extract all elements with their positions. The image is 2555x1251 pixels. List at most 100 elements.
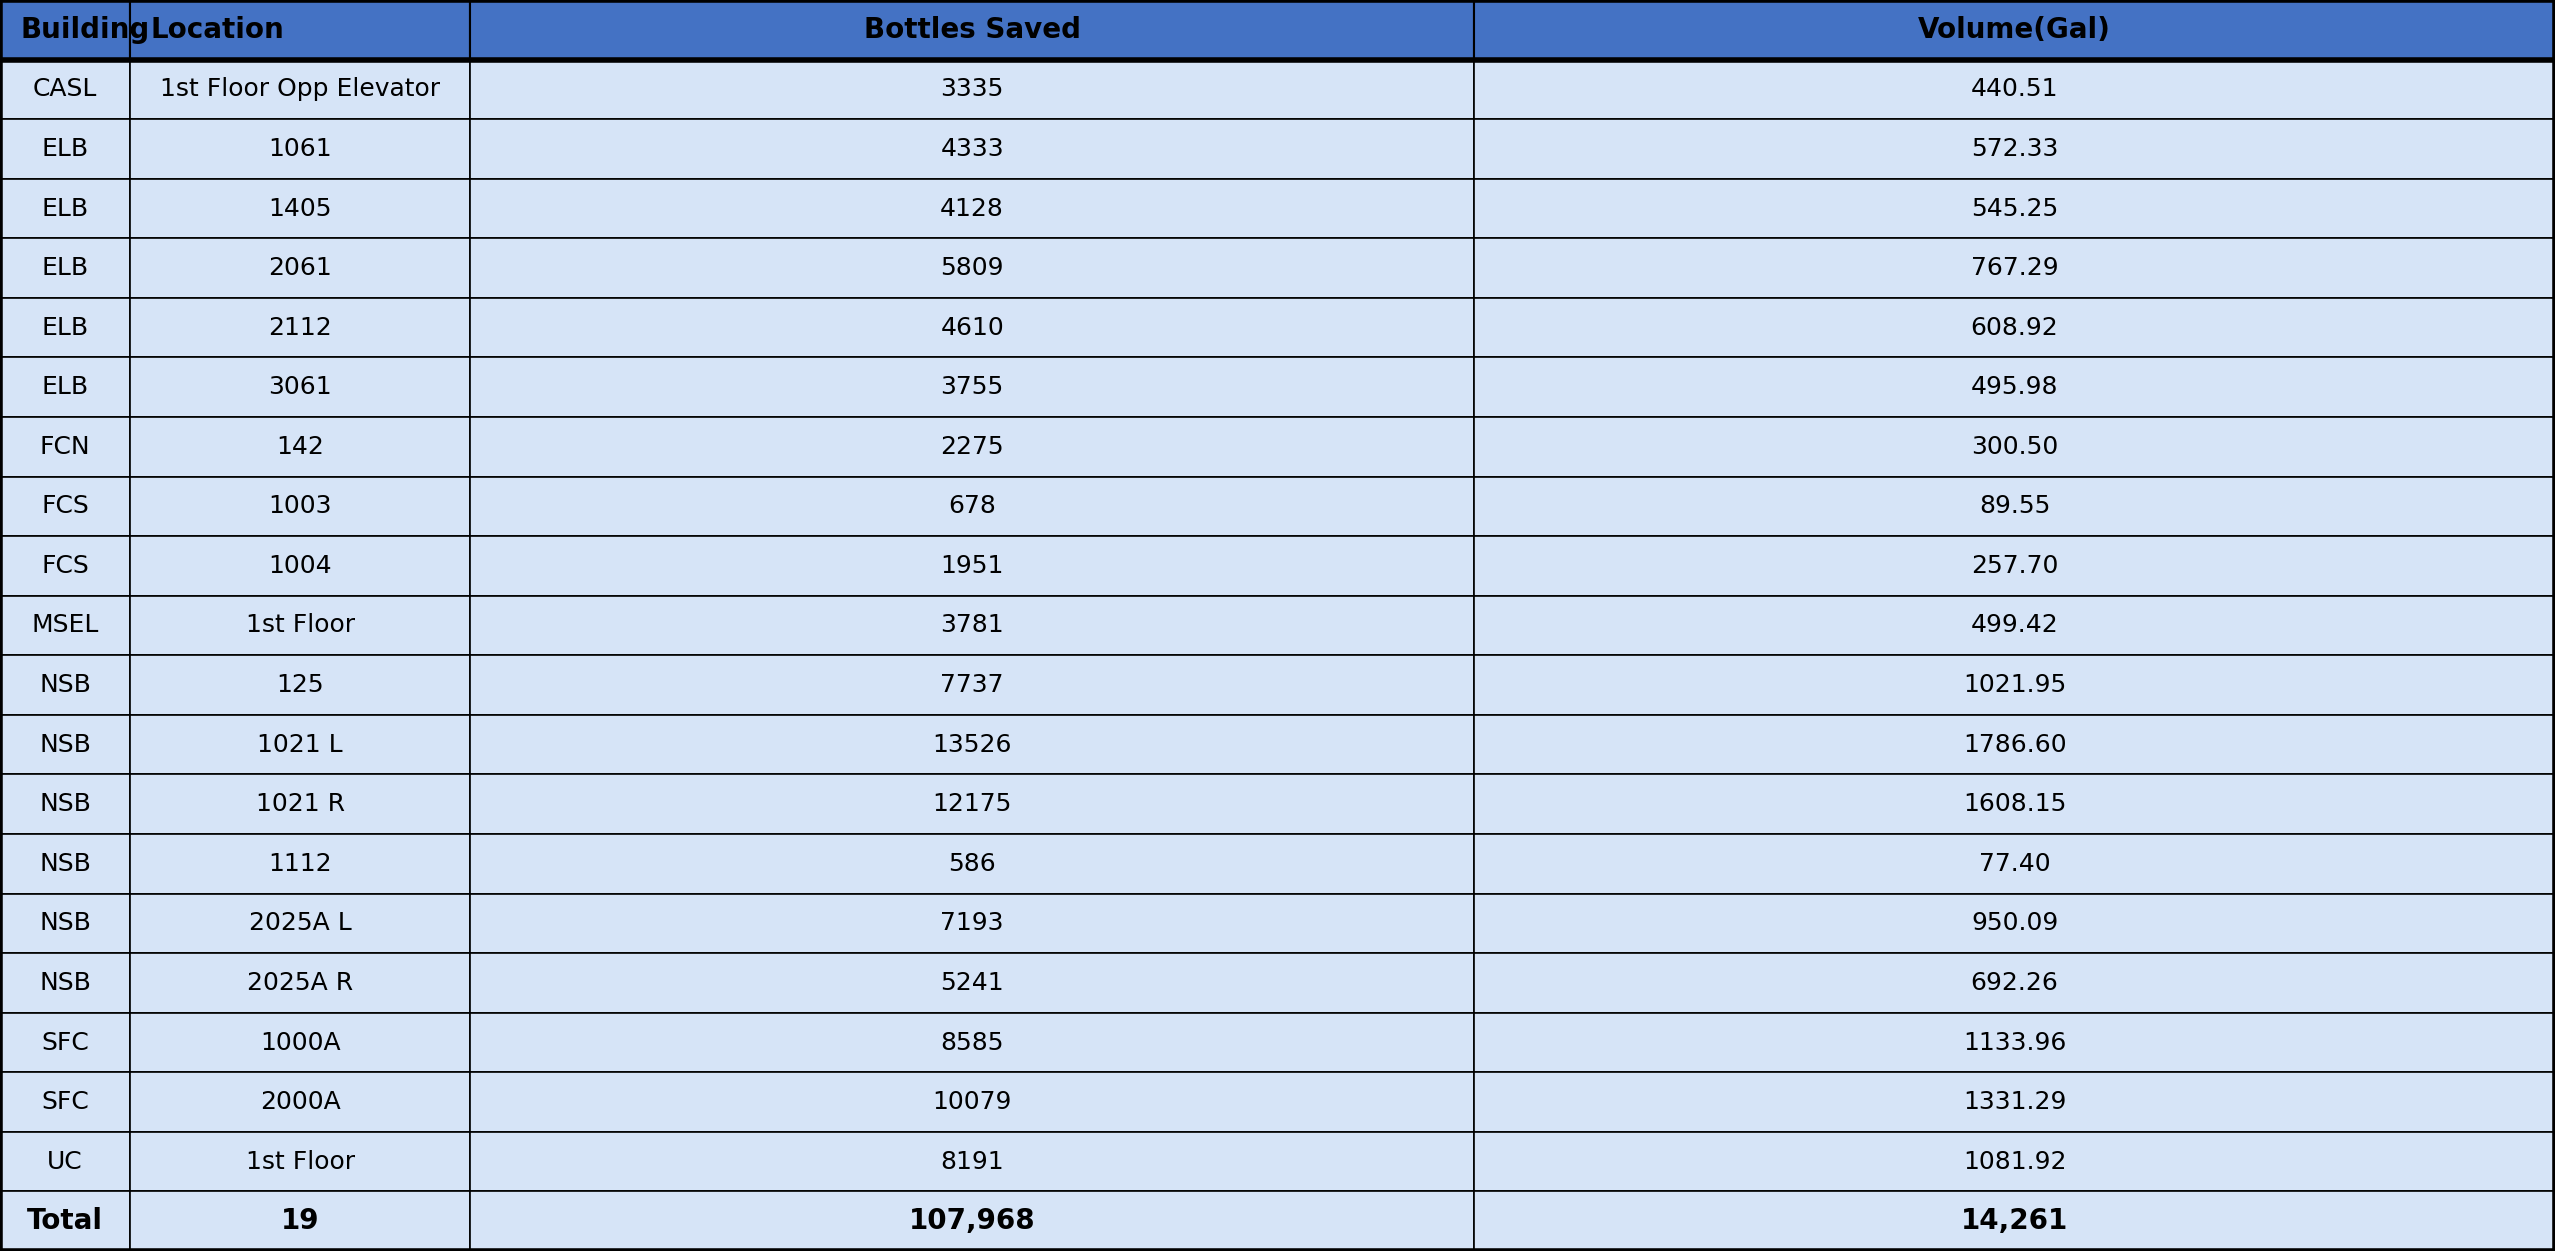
Bar xyxy=(470,298,1474,358)
Bar xyxy=(1474,834,2555,893)
Bar xyxy=(470,1191,1474,1251)
Text: 2112: 2112 xyxy=(268,315,332,339)
Bar xyxy=(1474,1132,2555,1191)
Text: 14,261: 14,261 xyxy=(1962,1207,2067,1235)
Bar xyxy=(1474,60,2555,119)
Bar xyxy=(0,358,130,417)
Text: 5241: 5241 xyxy=(940,971,1004,995)
Text: 692.26: 692.26 xyxy=(1970,971,2059,995)
Bar xyxy=(0,0,130,60)
Text: 767.29: 767.29 xyxy=(1970,256,2059,280)
Text: 107,968: 107,968 xyxy=(910,1207,1035,1235)
Text: 440.51: 440.51 xyxy=(1970,78,2059,101)
Bar xyxy=(0,834,130,893)
Text: 13526: 13526 xyxy=(933,733,1012,757)
Text: 1003: 1003 xyxy=(268,494,332,518)
Bar xyxy=(470,60,1474,119)
Text: ELB: ELB xyxy=(41,256,89,280)
Text: 1951: 1951 xyxy=(940,554,1004,578)
Bar xyxy=(130,1191,470,1251)
Bar xyxy=(0,1072,130,1132)
Bar xyxy=(130,714,470,774)
Text: 3061: 3061 xyxy=(268,375,332,399)
Text: 5809: 5809 xyxy=(940,256,1004,280)
Bar xyxy=(1474,774,2555,834)
Bar xyxy=(470,774,1474,834)
Bar xyxy=(470,1072,1474,1132)
Bar xyxy=(130,656,470,714)
Text: 3755: 3755 xyxy=(940,375,1004,399)
Bar xyxy=(0,477,130,537)
Text: Total: Total xyxy=(28,1207,102,1235)
Bar xyxy=(1474,119,2555,179)
Text: UC: UC xyxy=(49,1150,82,1173)
Bar xyxy=(470,119,1474,179)
Bar xyxy=(130,0,470,60)
Text: 3335: 3335 xyxy=(940,78,1004,101)
Bar xyxy=(470,179,1474,238)
Text: 142: 142 xyxy=(276,435,324,459)
Text: 1061: 1061 xyxy=(268,136,332,161)
Bar xyxy=(0,595,130,656)
Bar xyxy=(130,595,470,656)
Bar xyxy=(130,537,470,595)
Text: ELB: ELB xyxy=(41,196,89,220)
Bar xyxy=(0,60,130,119)
Bar xyxy=(0,656,130,714)
Text: 19: 19 xyxy=(281,1207,319,1235)
Text: 1786.60: 1786.60 xyxy=(1962,733,2067,757)
Bar xyxy=(1474,953,2555,1013)
Text: 4333: 4333 xyxy=(940,136,1004,161)
Bar xyxy=(130,893,470,953)
Bar xyxy=(130,119,470,179)
Bar xyxy=(470,0,1474,60)
Text: 1st Floor: 1st Floor xyxy=(245,1150,355,1173)
Text: 1021.95: 1021.95 xyxy=(1962,673,2067,697)
Text: 1331.29: 1331.29 xyxy=(1962,1090,2067,1115)
Bar xyxy=(470,1013,1474,1072)
Bar xyxy=(130,1013,470,1072)
Bar xyxy=(470,595,1474,656)
Text: 1021 R: 1021 R xyxy=(256,792,345,816)
Bar xyxy=(1474,0,2555,60)
Bar xyxy=(1474,358,2555,417)
Text: 125: 125 xyxy=(276,673,324,697)
Bar xyxy=(130,1072,470,1132)
Text: 300.50: 300.50 xyxy=(1970,435,2059,459)
Text: 1000A: 1000A xyxy=(261,1031,340,1055)
Bar xyxy=(470,893,1474,953)
Text: NSB: NSB xyxy=(38,673,92,697)
Bar xyxy=(130,417,470,477)
Bar xyxy=(1474,1191,2555,1251)
Bar xyxy=(1474,714,2555,774)
Text: 77.40: 77.40 xyxy=(1978,852,2052,876)
Bar xyxy=(0,179,130,238)
Text: 2025A R: 2025A R xyxy=(248,971,353,995)
Text: 7737: 7737 xyxy=(940,673,1004,697)
Text: SFC: SFC xyxy=(41,1090,89,1115)
Bar xyxy=(0,893,130,953)
Bar xyxy=(1474,595,2555,656)
Text: 1st Floor Opp Elevator: 1st Floor Opp Elevator xyxy=(161,78,439,101)
Text: 7193: 7193 xyxy=(940,912,1004,936)
Text: 2061: 2061 xyxy=(268,256,332,280)
Text: 499.42: 499.42 xyxy=(1970,613,2059,638)
Bar xyxy=(470,477,1474,537)
Bar xyxy=(0,417,130,477)
Bar xyxy=(130,179,470,238)
Text: NSB: NSB xyxy=(38,792,92,816)
Text: 2025A L: 2025A L xyxy=(248,912,353,936)
Bar xyxy=(470,417,1474,477)
Bar xyxy=(0,1132,130,1191)
Text: NSB: NSB xyxy=(38,912,92,936)
Bar xyxy=(130,834,470,893)
Text: 1405: 1405 xyxy=(268,196,332,220)
Text: ELB: ELB xyxy=(41,375,89,399)
Text: 545.25: 545.25 xyxy=(1970,196,2059,220)
Bar xyxy=(1474,1072,2555,1132)
Text: 2000A: 2000A xyxy=(261,1090,340,1115)
Text: Building: Building xyxy=(20,16,151,44)
Text: Bottles Saved: Bottles Saved xyxy=(864,16,1081,44)
Bar xyxy=(130,298,470,358)
Text: Volume(Gal): Volume(Gal) xyxy=(1919,16,2110,44)
